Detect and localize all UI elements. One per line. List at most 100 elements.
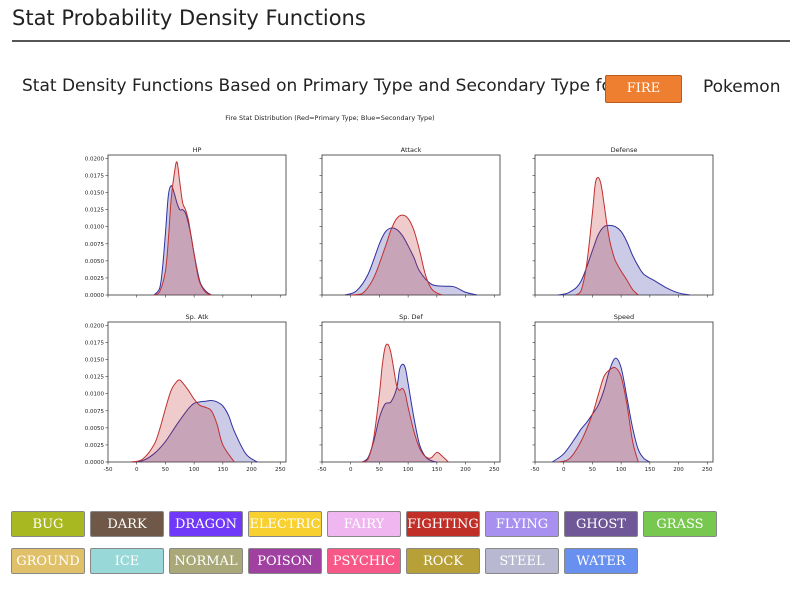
primary-density-line (130, 379, 235, 463)
type-button-fairy[interactable]: FAIRY (327, 511, 401, 537)
y-tick-label: 0.0150 (85, 358, 105, 364)
x-tick-label: 50 (589, 467, 596, 473)
y-tick-label: 0.0150 (85, 191, 105, 197)
primary-area (153, 161, 212, 295)
panel-title: Sp. Def (399, 313, 423, 321)
y-tick-label: 0.0175 (85, 173, 105, 179)
type-button-normal[interactable]: NORMAL (169, 548, 243, 574)
secondary-density-line (344, 227, 478, 296)
panel-sp-def: Sp. Def -50 0 50 100 150 200 250 (318, 313, 501, 473)
selected-type-button[interactable]: FIRE (605, 75, 682, 103)
secondary-density-line (557, 224, 691, 296)
panel-title: Defense (611, 146, 638, 154)
x-tick-label: 100 (616, 467, 627, 473)
y-tick-label: 0.0025 (85, 276, 105, 282)
type-button-electric[interactable]: ELECTRIC (248, 511, 322, 537)
type-button-fighting[interactable]: FIGHTING (406, 511, 480, 537)
type-button-water[interactable]: WATER (564, 548, 638, 574)
panel-sp-atk: Sp. Atk 0.0000 0.0025 0.0050 0.0075 0.0100 0.0… (85, 313, 287, 473)
panel-title: HP (193, 146, 202, 154)
primary-area (130, 379, 235, 462)
x-tick-label: 250 (489, 467, 500, 473)
panel-title: Sp. Atk (185, 313, 208, 321)
type-button-steel[interactable]: STEEL (485, 548, 559, 574)
x-tick-label: -50 (531, 467, 540, 473)
secondary-area (153, 185, 212, 295)
panel-hp: HP 0.0000 0.0025 0.0050 0.0075 0.0100 0.0125 0.… (85, 146, 287, 299)
x-tick-label: 0 (562, 467, 566, 473)
type-button-dragon[interactable]: DRAGON (169, 511, 243, 537)
x-tick-label: 250 (275, 467, 286, 473)
type-button-bug[interactable]: BUG (11, 511, 85, 537)
title-divider (12, 40, 790, 42)
stat-density-figure: Fire Stat Distribution (Red=Primary Type… (85, 114, 714, 473)
x-tick-label: 50 (376, 467, 383, 473)
primary-density-line (153, 161, 212, 296)
y-tick-label: 0.0075 (85, 242, 105, 248)
x-tick-label: 0 (135, 467, 139, 473)
type-button-ice[interactable]: ICE (90, 548, 164, 574)
panel-speed: Speed -50 0 50 100 150 200 250 (531, 313, 714, 473)
x-tick-label: 150 (645, 467, 656, 473)
primary-density-line (350, 214, 443, 296)
x-tick-label: -50 (104, 467, 113, 473)
y-tick-label: 0.0125 (85, 208, 105, 214)
panel-attack: Attack (319, 146, 501, 298)
type-button-ghost[interactable]: GHOST (564, 511, 638, 537)
y-tick-label: 0.0050 (85, 426, 105, 432)
page-title: Stat Probability Density Functions (12, 6, 366, 30)
y-tick-label: 0.0050 (85, 259, 105, 265)
panel-frame (107, 321, 287, 463)
primary-area (575, 177, 639, 295)
x-tick-label: 200 (246, 467, 257, 473)
primary-density-line (557, 366, 639, 463)
x-tick-label: 250 (702, 467, 713, 473)
panel-frame (321, 154, 501, 296)
page-subtitle: Stat Density Functions Based on Primary … (22, 76, 619, 96)
panel-title: Attack (401, 146, 422, 154)
primary-density-line (361, 343, 449, 463)
panel-frame (534, 154, 714, 296)
type-button-flying[interactable]: FLYING (485, 511, 559, 537)
x-tick-label: -50 (318, 467, 327, 473)
secondary-area (130, 400, 258, 462)
type-button-grass[interactable]: GRASS (643, 511, 717, 537)
panel-defense: Defense (532, 146, 714, 298)
x-tick-label: 100 (189, 467, 200, 473)
y-tick-label: 0.0200 (85, 323, 105, 329)
y-tick-label: 0.0175 (85, 340, 105, 346)
secondary-density-line (130, 400, 258, 463)
x-tick-label: 150 (218, 467, 229, 473)
primary-density-line (574, 177, 639, 296)
type-button-dark[interactable]: DARK (90, 511, 164, 537)
y-tick-label: 0.0200 (85, 156, 105, 162)
x-tick-label: 50 (162, 467, 169, 473)
x-tick-label: 200 (673, 467, 684, 473)
figure-title: Fire Stat Distribution (Red=Primary Type… (225, 114, 434, 122)
primary-area (350, 215, 443, 295)
x-tick-label: 0 (349, 467, 353, 473)
type-button-psychic[interactable]: PSYCHIC (327, 548, 401, 574)
x-tick-label: 200 (460, 467, 471, 473)
panel-frame (321, 321, 501, 463)
x-tick-label: 100 (403, 467, 414, 473)
y-tick-label: 0.0075 (85, 409, 105, 415)
type-button-poison[interactable]: POISON (248, 548, 322, 574)
secondary-area (344, 227, 478, 295)
secondary-area (557, 225, 691, 295)
secondary-density-line (361, 363, 437, 463)
type-button-rock[interactable]: ROCK (406, 548, 480, 574)
primary-area (362, 344, 449, 462)
y-tick-label: 0.0125 (85, 375, 105, 381)
subtitle-suffix: Pokemon (703, 77, 781, 97)
x-tick-label: 150 (432, 467, 443, 473)
y-tick-label: 0.0000 (85, 460, 105, 466)
panel-frame (534, 321, 714, 463)
type-button-ground[interactable]: GROUND (11, 548, 85, 574)
panel-title: Speed (614, 313, 634, 321)
y-tick-label: 0.0025 (85, 443, 105, 449)
primary-area (557, 367, 639, 462)
y-tick-label: 0.0100 (85, 392, 105, 398)
y-tick-label: 0.0000 (85, 293, 105, 299)
secondary-area (362, 364, 437, 462)
